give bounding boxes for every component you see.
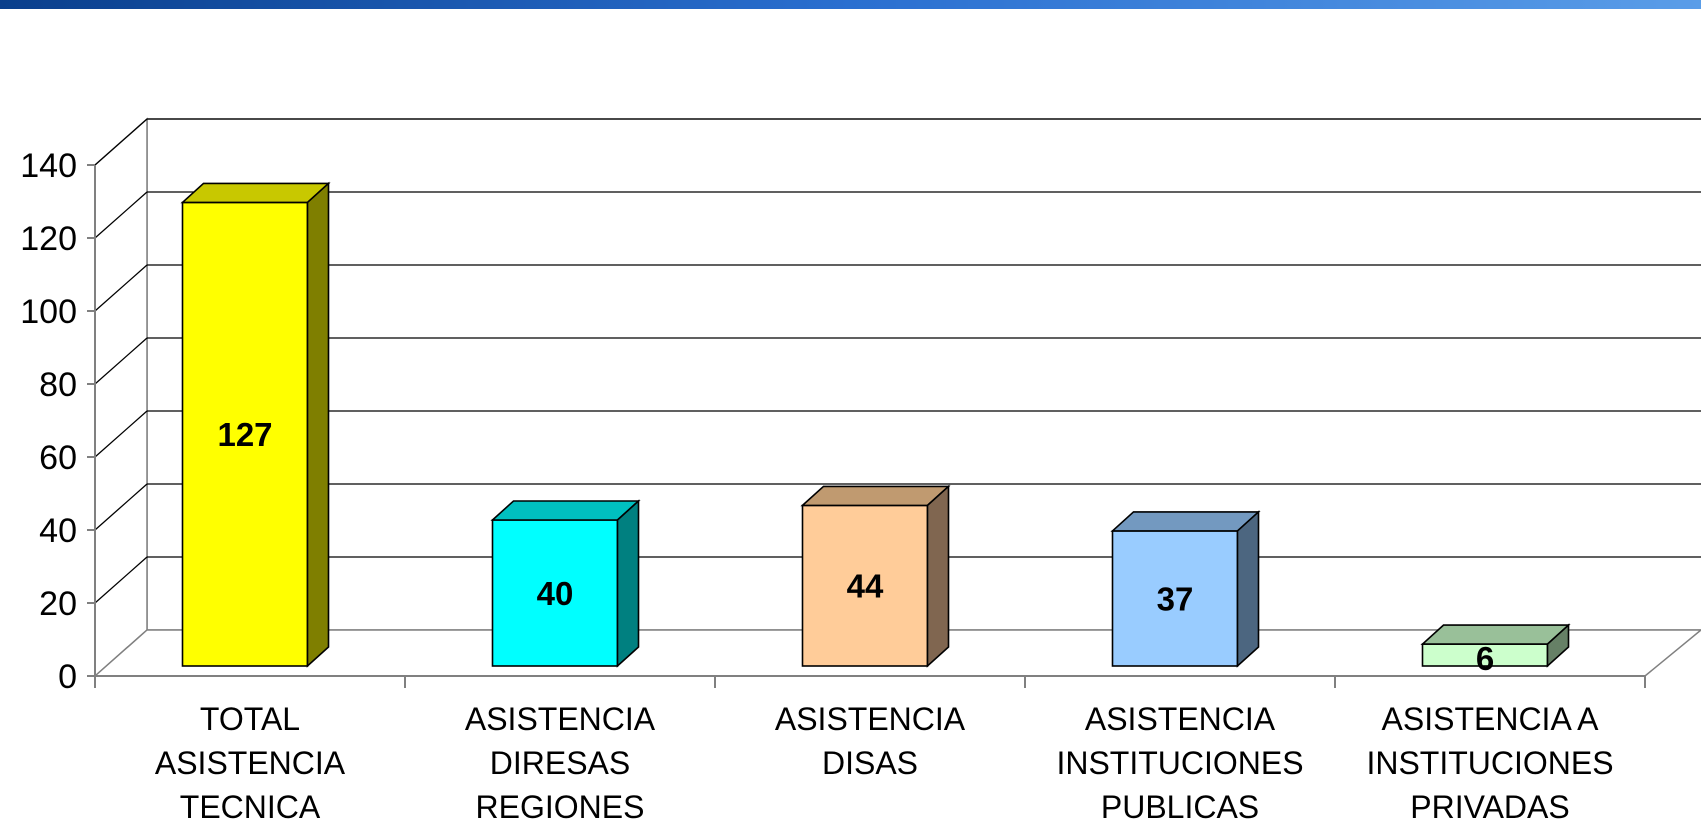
bar-top bbox=[800, 485, 951, 507]
bar-side bbox=[616, 499, 640, 668]
bar-top bbox=[490, 500, 641, 521]
axes bbox=[87, 164, 1646, 688]
x-tick-label-line: ASISTENCIA bbox=[155, 745, 346, 781]
bar-side bbox=[926, 484, 950, 668]
x-tick-label-line: TOTAL bbox=[200, 701, 300, 737]
side-wall bbox=[94, 117, 148, 678]
y-tick-label: 20 bbox=[39, 585, 77, 623]
x-tick-label-line: ASISTENCIA bbox=[1085, 701, 1276, 737]
data-label: 6 bbox=[1476, 640, 1494, 677]
data-label: 44 bbox=[847, 568, 884, 605]
data-label: 40 bbox=[537, 575, 574, 612]
bar: 44 bbox=[800, 484, 951, 668]
x-tick-label-line: INSTITUCIONES bbox=[1366, 745, 1613, 781]
bar: 37 bbox=[1110, 510, 1261, 668]
x-tick-label-line: DIRESAS bbox=[490, 745, 630, 781]
data-label: 37 bbox=[1157, 580, 1194, 617]
bar-side bbox=[1546, 623, 1570, 668]
gridlines bbox=[94, 118, 1701, 604]
y-tick-label: 60 bbox=[39, 439, 77, 477]
gridline-side bbox=[94, 483, 148, 531]
x-axis-labels: TOTAL ASISTENCIA TECNICA ASISTENCIA DIRESAS R… bbox=[155, 701, 1614, 825]
bar-front bbox=[181, 201, 309, 667]
y-tick-label: 120 bbox=[20, 220, 77, 258]
x-tick-label: ASISTENCIA DIRESAS REGIONES bbox=[465, 701, 656, 825]
bar-front bbox=[491, 519, 619, 667]
x-tick-label-line: DISAS bbox=[822, 745, 918, 781]
x-tick-label: ASISTENCIA DISAS bbox=[775, 701, 966, 781]
bar: 127 bbox=[180, 181, 331, 668]
gridline-side bbox=[94, 191, 148, 239]
y-tick-label: 0 bbox=[58, 658, 77, 696]
x-tick-label: TOTAL ASISTENCIA TECNICA bbox=[155, 701, 346, 825]
bar-side bbox=[306, 181, 330, 668]
x-tick-label-line: REGIONES bbox=[476, 789, 645, 825]
bars: 127 40 44 37 6 bbox=[180, 181, 1571, 677]
x-tick-label-line: PUBLICAS bbox=[1101, 789, 1259, 825]
gridline-side bbox=[94, 556, 148, 604]
x-tick-label-line: TECNICA bbox=[180, 789, 321, 825]
x-tick-label-line: PRIVADAS bbox=[1410, 789, 1569, 825]
y-tick-label: 80 bbox=[39, 366, 77, 404]
bar-front bbox=[1111, 530, 1239, 667]
x-tick-label-line: INSTITUCIONES bbox=[1056, 745, 1303, 781]
top-banner bbox=[0, 0, 1701, 9]
gridline-side bbox=[94, 118, 148, 166]
bar: 40 bbox=[490, 499, 641, 668]
bar-top bbox=[1110, 511, 1261, 532]
gridline-side bbox=[94, 264, 148, 312]
gridline-side bbox=[94, 410, 148, 458]
x-tick-label: ASISTENCIA A INSTITUCIONES PRIVADAS bbox=[1366, 701, 1613, 825]
gridline-side bbox=[94, 337, 148, 385]
bar-side bbox=[1236, 510, 1260, 668]
bar: 6 bbox=[1420, 623, 1571, 677]
bar-top bbox=[180, 182, 331, 204]
y-axis-ticks: 0 20 40 60 80 100 120 140 bbox=[20, 147, 77, 696]
data-label: 127 bbox=[217, 416, 272, 453]
x-tick-label-line: ASISTENCIA A bbox=[1382, 701, 1600, 737]
x-tick-label-line: ASISTENCIA bbox=[775, 701, 966, 737]
y-tick-label: 40 bbox=[39, 512, 77, 550]
x-tick-label: ASISTENCIA INSTITUCIONES PUBLICAS bbox=[1056, 701, 1303, 825]
bar-top bbox=[1420, 624, 1571, 645]
x-tick-label-line: ASISTENCIA bbox=[465, 701, 656, 737]
y-tick-label: 100 bbox=[20, 293, 77, 331]
y-tick-label: 140 bbox=[20, 147, 77, 185]
